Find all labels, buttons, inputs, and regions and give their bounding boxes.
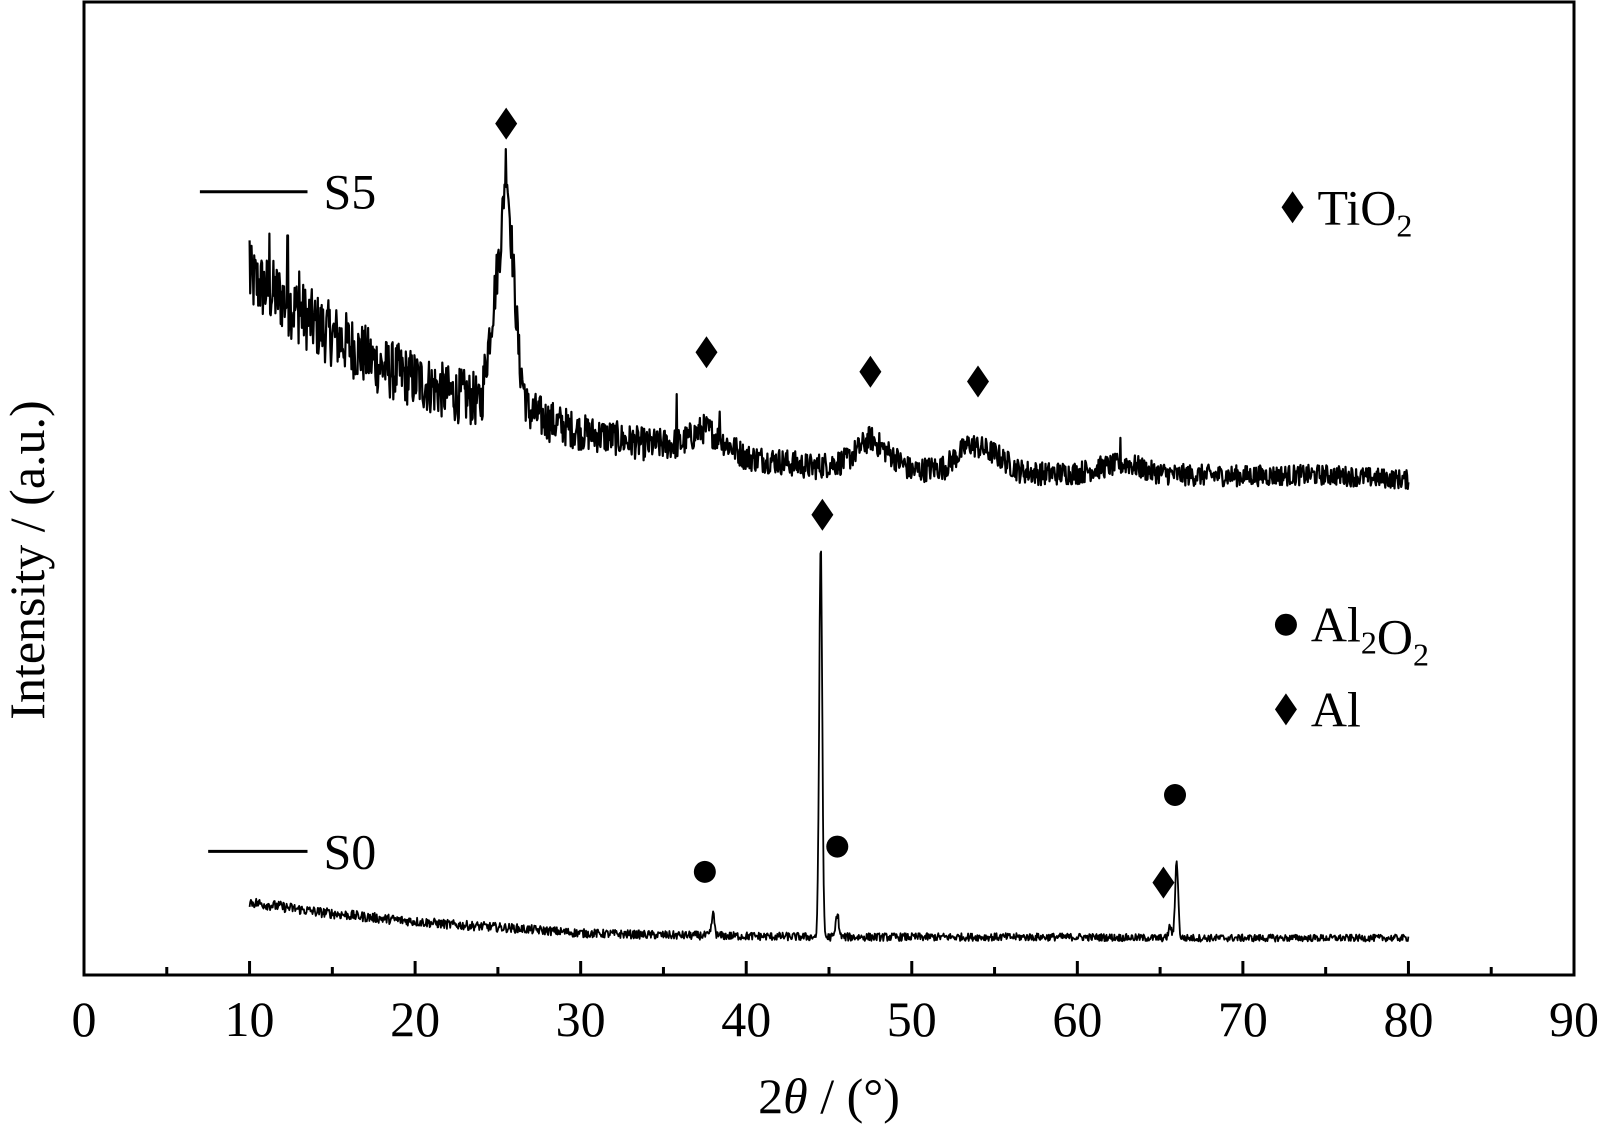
- legend-label: Al: [1311, 681, 1361, 737]
- series-label: S5: [324, 164, 377, 220]
- legend-diamond-icon: [1281, 191, 1304, 224]
- peak-marker-diamond: [859, 355, 882, 388]
- peak-marker-diamond: [811, 498, 834, 531]
- legend-diamond-icon: [1274, 693, 1297, 726]
- x-tick-label: 40: [721, 991, 771, 1047]
- peak-marker-diamond: [495, 107, 518, 140]
- x-axis-tick-labels: 0 10 20 30 40 50 60 70 80 90: [72, 991, 1600, 1047]
- legend-circle-icon: [1274, 613, 1297, 636]
- legend-label: Al2O2: [1311, 597, 1429, 673]
- peak-marker-diamond: [695, 336, 718, 369]
- x-axis-ticks: [82, 961, 1576, 975]
- x-tick-label: 60: [1052, 991, 1102, 1047]
- peak-marker-diamond: [967, 365, 989, 398]
- x-tick-label: 90: [1549, 991, 1599, 1047]
- x-tick-label: 30: [556, 991, 606, 1047]
- peak-marker-circle: [693, 860, 716, 883]
- peak-markers: [495, 107, 1187, 899]
- x-tick-label: 80: [1383, 991, 1433, 1047]
- series-line-s5: [248, 148, 1410, 490]
- series-label: S0: [324, 823, 377, 879]
- peak-marker-circle: [1164, 783, 1187, 806]
- x-tick-label: 10: [225, 991, 275, 1047]
- plot-frame: [82, 0, 1576, 977]
- x-axis-title: 2θ / (°): [758, 1068, 900, 1124]
- x-tick-label: 70: [1218, 991, 1268, 1047]
- peak-marker-circle: [826, 835, 849, 858]
- peak-marker-diamond: [1152, 866, 1175, 899]
- series-labels: S5 S0: [199, 164, 377, 879]
- series-line-s0: [248, 550, 1410, 943]
- legend-label: TiO2: [1318, 179, 1413, 243]
- y-axis-title: Intensity / (a.u.): [0, 400, 55, 719]
- series-layer: [248, 148, 1410, 943]
- x-tick-label: 50: [887, 991, 937, 1047]
- x-tick-label: 20: [390, 991, 440, 1047]
- x-tick-label: 0: [72, 991, 97, 1047]
- phase-legend: TiO2 Al2O2 Al: [1274, 179, 1429, 737]
